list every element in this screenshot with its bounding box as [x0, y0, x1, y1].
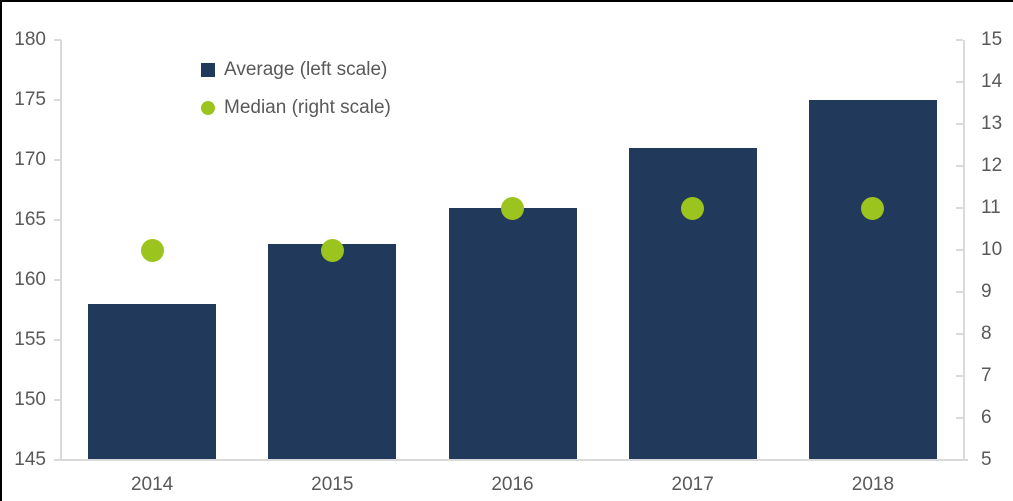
y-axis-label-left-180: 180: [14, 29, 46, 50]
y-axis-tick-right-7: [956, 375, 963, 377]
x-axis-line: [60, 459, 968, 461]
y-axis-label-right-5: 5: [981, 449, 992, 470]
y-axis-label-left-145: 145: [14, 449, 46, 470]
bar-2016: [448, 208, 577, 459]
bar-2018: [808, 100, 937, 459]
legend: Average (left scale) Median (right scale…: [201, 58, 391, 134]
x-axis-label-2018: 2018: [851, 474, 895, 495]
y-axis-tick-right-10: [956, 249, 963, 251]
y-axis-label-right-15: 15: [981, 29, 1003, 50]
legend-marker-median-circle-icon: [201, 101, 215, 115]
y-axis-label-right-8: 8: [981, 323, 992, 344]
y-axis-label-right-9: 9: [981, 281, 992, 302]
median-dot-2018: [861, 196, 885, 220]
x-axis-label-2017: 2017: [671, 474, 714, 495]
y-axis-tick-right-9: [956, 291, 963, 293]
y-axis-label-right-7: 7: [981, 365, 992, 386]
y-axis-tick-right-15: [956, 39, 963, 41]
legend-marker-average-square-icon: [201, 63, 215, 77]
y-axis-line-right: [963, 40, 965, 461]
x-axis-label-2015: 2015: [311, 474, 354, 495]
bar-2014: [88, 304, 217, 459]
y-axis-label-left-175: 175: [14, 89, 46, 110]
bar-2015: [268, 244, 397, 459]
y-axis-label-left-170: 170: [14, 149, 46, 170]
y-axis-label-left-155: 155: [14, 329, 46, 350]
median-dot-2017: [681, 196, 705, 220]
y-axis-label-right-13: 13: [981, 113, 1003, 134]
y-axis-tick-left-170: [54, 159, 61, 161]
y-axis-tick-right-6: [956, 417, 963, 419]
legend-item-average: Average (left scale): [201, 58, 391, 82]
y-axis-tick-right-13: [956, 123, 963, 125]
legend-item-median: Median (right scale): [201, 96, 391, 120]
x-axis-label-2014: 2014: [130, 474, 174, 495]
y-axis-tick-left-175: [54, 99, 61, 101]
y-axis-label-right-6: 6: [981, 407, 992, 428]
y-axis-line-left: [60, 40, 62, 461]
y-axis-label-right-12: 12: [981, 155, 1003, 176]
legend-label-average: Average (left scale): [224, 59, 388, 80]
y-axis-label-left-150: 150: [14, 389, 46, 410]
y-axis-tick-left-180: [54, 39, 61, 41]
median-dot-2014: [140, 238, 164, 262]
y-axis-label-left-160: 160: [14, 269, 46, 290]
y-axis-tick-right-12: [956, 165, 963, 167]
y-axis-tick-left-145: [54, 459, 61, 461]
y-axis-tick-right-5: [956, 459, 963, 461]
y-axis-tick-right-8: [956, 333, 963, 335]
y-axis-label-right-14: 14: [981, 71, 1003, 92]
median-dot-2016: [501, 196, 524, 220]
y-axis-tick-left-165: [54, 219, 61, 221]
x-axis-label-2016: 2016: [491, 474, 534, 495]
legend-label-median: Median (right scale): [224, 97, 391, 118]
y-axis-tick-right-11: [956, 207, 963, 209]
y-axis-label-right-11: 11: [981, 197, 1001, 218]
y-axis-label-right-10: 10: [981, 239, 1003, 260]
y-axis-tick-right-14: [956, 81, 963, 83]
y-axis-tick-left-155: [54, 339, 61, 341]
y-axis-label-left-165: 165: [14, 209, 46, 230]
y-axis-tick-left-150: [54, 399, 61, 401]
y-axis-tick-left-160: [54, 279, 61, 281]
bar-2017: [628, 148, 757, 459]
median-dot-2015: [320, 238, 344, 262]
